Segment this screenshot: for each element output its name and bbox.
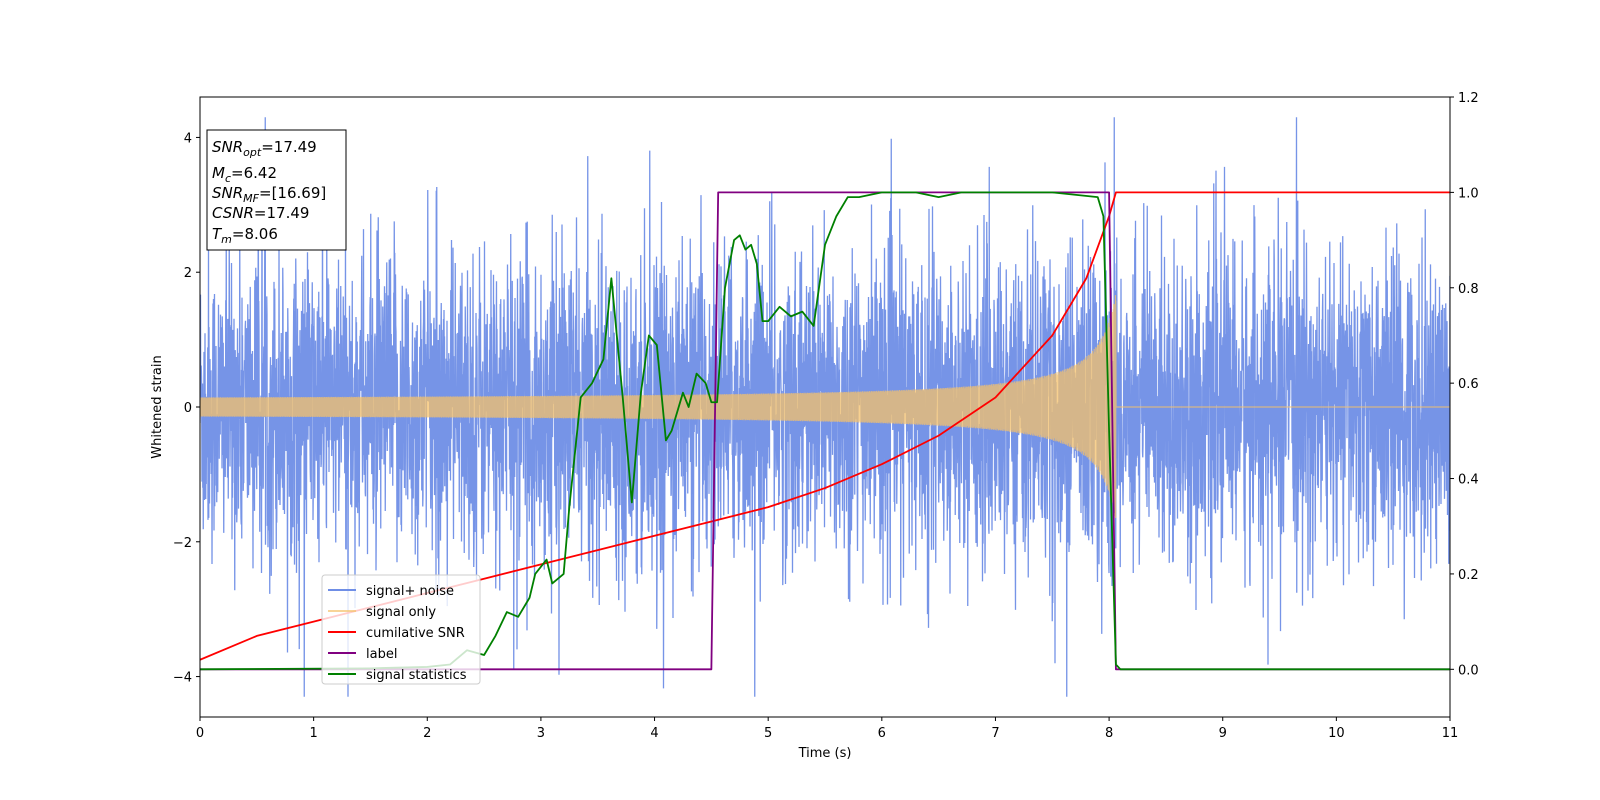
info-box-frame <box>206 129 347 251</box>
y-left-tick-label-2: 0 <box>184 401 192 416</box>
y-right-tick-label-1: 0.2 <box>1458 568 1479 583</box>
x-tick-label-10: 10 <box>1328 726 1345 741</box>
y-axis-label: Whitened strain <box>150 355 165 458</box>
info-csnr: CSNR=17.49 <box>212 204 309 222</box>
y-axis-left: −4 −2 0 2 4 <box>173 131 200 686</box>
y-left-tick-label-0: −4 <box>173 671 192 686</box>
y-right-tick-label-3: 0.6 <box>1458 377 1479 392</box>
series-signal-statistics-line <box>200 191 1450 671</box>
x-tick-label-0: 0 <box>196 726 204 741</box>
info-snr-opt: SNRopt=17.49 <box>212 138 317 159</box>
x-tick-label-6: 6 <box>878 726 886 741</box>
x-tick-label-9: 9 <box>1219 726 1227 741</box>
info-tm: Tm=8.06 <box>212 225 278 246</box>
y-right-tick-label-5: 1.0 <box>1458 186 1479 201</box>
y-left-tick-label-4: 4 <box>184 131 192 146</box>
legend-frame <box>321 574 481 685</box>
y-left-tick-label-3: 2 <box>184 266 192 281</box>
y-right-tick-label-0: 0.0 <box>1458 663 1479 678</box>
x-tick-label-3: 3 <box>537 726 545 741</box>
x-tick-label-4: 4 <box>650 726 658 741</box>
y-right-tick-label-4: 0.8 <box>1458 282 1479 297</box>
info-box: SNRopt=17.49 Mc=6.42 SNRMF=[16.69] CSNR=… <box>206 129 347 251</box>
legend-label-3: label <box>366 647 397 662</box>
legend-label-2: cumilative SNR <box>366 626 465 641</box>
x-tick-label-8: 8 <box>1105 726 1113 741</box>
y-axis-right: 0.0 0.2 0.4 0.6 0.8 1.0 1.2 <box>1450 91 1479 678</box>
y-right-tick-label-2: 0.4 <box>1458 473 1479 488</box>
x-axis-label: Time (s) <box>798 746 852 761</box>
x-tick-label-2: 2 <box>423 726 431 741</box>
info-snr-mf: SNRMF=[16.69] <box>212 184 326 205</box>
legend-label-1: signal only <box>366 605 436 620</box>
info-mc: Mc=6.42 <box>212 164 277 185</box>
x-tick-label-1: 1 <box>309 726 317 741</box>
x-tick-label-5: 5 <box>764 726 772 741</box>
x-tick-label-11: 11 <box>1442 726 1459 741</box>
y-left-tick-label-1: −2 <box>173 536 192 551</box>
legend-label-4: signal statistics <box>366 668 467 683</box>
legend: signal+ noise signal only cumilative SNR la… <box>321 574 481 685</box>
legend-label-0: signal+ noise <box>366 584 454 599</box>
x-tick-label-7: 7 <box>991 726 999 741</box>
y-right-tick-label-6: 1.2 <box>1458 91 1479 106</box>
x-axis: 0 1 2 3 4 5 6 7 8 9 10 11 <box>196 717 1458 741</box>
series-signal-noise-line <box>200 117 1450 697</box>
series-signal-only-line <box>200 295 1450 519</box>
